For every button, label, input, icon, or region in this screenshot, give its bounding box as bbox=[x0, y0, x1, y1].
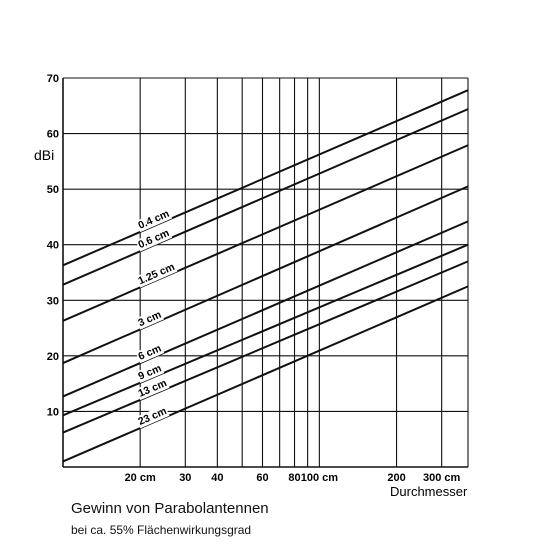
series-line bbox=[62, 220, 469, 398]
y-tick-label: 40 bbox=[47, 240, 59, 252]
x-tick-label: 100 cm bbox=[301, 472, 339, 484]
grid bbox=[63, 77, 468, 468]
y-tick-label: 20 bbox=[47, 351, 59, 363]
series-line bbox=[62, 285, 469, 463]
x-tick-label: 60 bbox=[256, 472, 268, 484]
series-label-bg bbox=[135, 226, 173, 252]
series-label-bg bbox=[135, 308, 165, 330]
y-tick-label: 10 bbox=[47, 406, 59, 418]
x-tick-label: 300 cm bbox=[423, 472, 461, 484]
series-line bbox=[62, 144, 469, 322]
series-line bbox=[62, 89, 469, 267]
y-tick-label: 30 bbox=[47, 295, 59, 307]
series-label-bg bbox=[135, 376, 170, 401]
series-label-bg bbox=[135, 361, 165, 384]
x-tick-label: 80 bbox=[288, 472, 300, 484]
y-tick-label: 50 bbox=[47, 184, 59, 196]
series-lines bbox=[62, 89, 469, 463]
chart-title: Gewinn von Parabolantennen bbox=[71, 500, 269, 517]
x-tick-label: 20 cm bbox=[125, 472, 156, 484]
x-tick-label: 40 bbox=[211, 472, 223, 484]
x-tick-label: 200 bbox=[387, 472, 405, 484]
x-axis-label: Durchmesser bbox=[390, 484, 468, 499]
axes: 10 20 30 40 50 60 70 20 cm 30 40 60 80 100 cm 200 300 … bbox=[47, 73, 469, 484]
series-label-bg bbox=[135, 341, 165, 364]
chart-subtitle: bei ca. 55% Flächenwirkungsgrad bbox=[71, 523, 252, 537]
series-label-bg bbox=[135, 207, 173, 233]
series-label-bg bbox=[135, 404, 170, 429]
x-tick-label: 30 bbox=[179, 472, 191, 484]
y-tick-label: 70 bbox=[47, 73, 59, 85]
y-axis-label: dBi bbox=[34, 147, 54, 163]
series-label: 23 cm bbox=[136, 405, 168, 428]
series-line bbox=[62, 260, 469, 434]
series-label-bg bbox=[135, 260, 178, 288]
series-line bbox=[62, 243, 469, 417]
y-tick-label: 60 bbox=[47, 129, 59, 141]
series-line bbox=[62, 108, 469, 286]
series-label: 1.25 cm bbox=[136, 261, 176, 287]
series-line bbox=[62, 185, 469, 364]
